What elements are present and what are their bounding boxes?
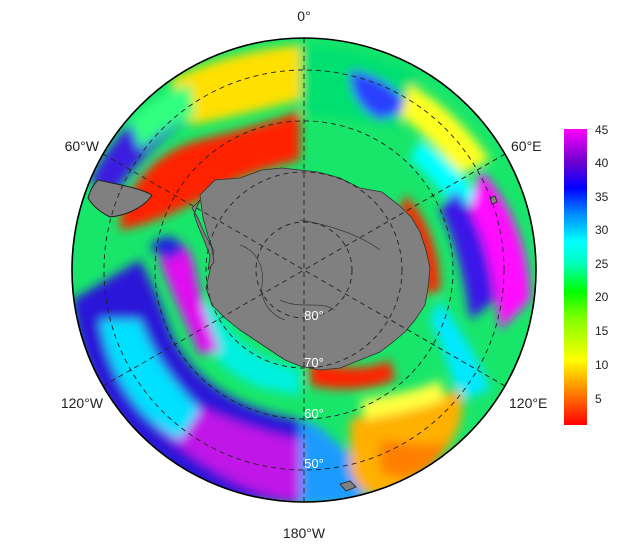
parallel-50	[103, 69, 505, 471]
colorbar-tick-25: 25	[595, 257, 609, 271]
lon-label-120w: 120°W	[61, 395, 104, 411]
map-boundary	[71, 37, 537, 503]
parallel-60	[154, 120, 454, 420]
lon-label-60e: 60°E	[511, 138, 542, 154]
lat-label-70: 70°	[304, 355, 324, 370]
lon-label-0: 0°	[297, 8, 310, 24]
small-island-a	[489, 195, 498, 205]
colorbar-tick-15: 15	[595, 324, 609, 338]
colorbar-tick-5: 5	[595, 392, 602, 406]
south-america-tip	[87, 179, 153, 218]
colorbar-tick-30: 30	[595, 223, 609, 237]
ice-shelf-outline	[239, 219, 381, 321]
lat-label-60: 60°	[304, 406, 324, 421]
graticule	[102, 38, 506, 502]
colorbar-tick-20: 20	[595, 290, 609, 304]
lat-label-80: 80°	[304, 308, 324, 323]
colorbar-tick-35: 35	[595, 190, 609, 204]
lon-label-60w: 60°W	[65, 138, 100, 154]
small-island-b	[339, 480, 357, 492]
colorbar-tick-10: 10	[595, 358, 609, 372]
parallel-70	[205, 171, 403, 369]
lon-label-120e: 120°E	[509, 395, 547, 411]
lat-label-50: 50°	[304, 456, 324, 471]
colorbar-gradient	[564, 129, 587, 425]
lon-label-180w: 180°W	[283, 525, 326, 541]
colorbar: 5 10 15 20 25 30 35 40 45	[564, 123, 609, 425]
sea-field-layer	[72, 38, 536, 502]
antarctic-peninsula	[191, 199, 215, 271]
colorbar-tick-45: 45	[595, 123, 609, 137]
colorbar-tick-40: 40	[595, 156, 609, 170]
